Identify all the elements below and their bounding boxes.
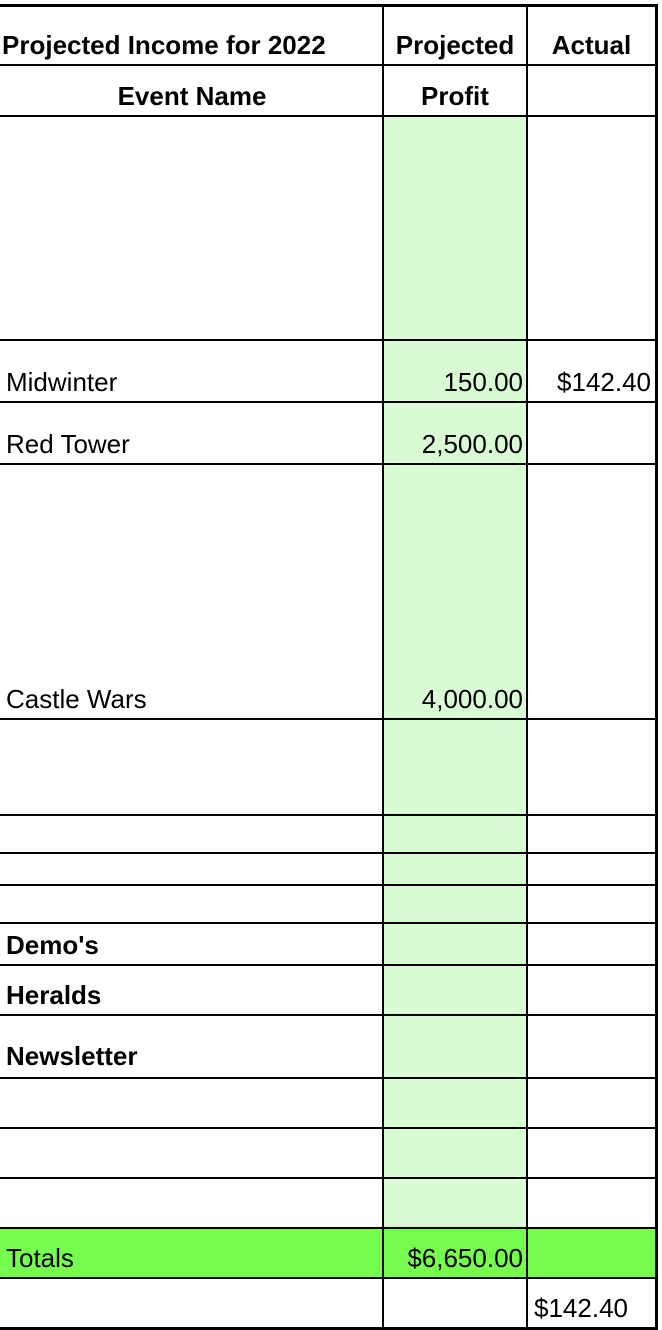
actual-cell[interactable] — [526, 816, 655, 852]
projected-cell[interactable] — [382, 924, 526, 964]
projected-cell[interactable] — [382, 966, 526, 1014]
projected-cell[interactable] — [382, 720, 526, 814]
event-cell[interactable]: Heralds — [6, 980, 102, 1010]
projected-cell[interactable] — [382, 1179, 526, 1227]
event-cell[interactable] — [0, 1079, 382, 1127]
projected-cell[interactable] — [382, 1129, 526, 1177]
actual-cell[interactable] — [526, 886, 655, 922]
income-spreadsheet: Projected Income for 2022 Projected Actu… — [0, 4, 658, 1330]
actual-cell[interactable] — [526, 720, 655, 814]
table-row: Castle Wars 4,000.00 — [0, 465, 655, 720]
projected-cell[interactable] — [382, 117, 526, 339]
footer-row: $142.40 — [0, 1279, 655, 1327]
actual-cell[interactable] — [526, 1016, 655, 1077]
actual-cell[interactable] — [526, 966, 655, 1014]
footer-empty-cell[interactable] — [0, 1279, 382, 1327]
event-name-header-cell[interactable]: Event Name — [0, 66, 382, 115]
table-row — [0, 720, 655, 816]
actual-cell[interactable]: $142.40 — [526, 341, 655, 401]
actual-cell[interactable] — [526, 1179, 655, 1227]
table-row — [0, 1129, 655, 1179]
footer-projected-cell[interactable] — [382, 1279, 526, 1327]
projected-cell[interactable] — [382, 1016, 526, 1077]
table-row — [0, 117, 655, 341]
table-row: Red Tower 2,500.00 — [0, 403, 655, 465]
projected-cell[interactable]: 150.00 — [382, 341, 526, 401]
projected-cell[interactable] — [382, 854, 526, 884]
actual-cell[interactable] — [526, 403, 655, 463]
table-row — [0, 816, 655, 854]
projected-cell[interactable]: 4,000.00 — [382, 465, 526, 718]
projected-cell[interactable] — [382, 886, 526, 922]
actual-cell[interactable] — [526, 1079, 655, 1127]
projected-cell[interactable] — [382, 816, 526, 852]
event-cell[interactable]: Red Tower — [6, 429, 130, 459]
table-row: Demo's — [0, 924, 655, 966]
actual-header-cell-2[interactable] — [526, 66, 655, 115]
actual-cell[interactable] — [526, 854, 655, 884]
actual-cell[interactable] — [526, 1129, 655, 1177]
actual-total-cell[interactable]: $142.40 — [526, 1279, 655, 1327]
projected-cell[interactable] — [382, 1079, 526, 1127]
table-row — [0, 1179, 655, 1229]
event-cell[interactable] — [0, 720, 382, 814]
event-cell[interactable] — [0, 117, 382, 339]
totals-label-cell[interactable]: Totals — [0, 1229, 382, 1277]
event-cell[interactable] — [0, 1179, 382, 1227]
table-row — [0, 886, 655, 924]
totals-actual-cell[interactable] — [526, 1229, 655, 1277]
event-cell[interactable]: Newsletter — [6, 1041, 138, 1071]
event-cell[interactable] — [0, 886, 382, 922]
actual-header-cell[interactable]: Actual — [526, 7, 655, 64]
table-row: Heralds — [0, 966, 655, 1016]
actual-cell[interactable] — [526, 924, 655, 964]
table-row — [0, 1079, 655, 1129]
projected-cell[interactable]: 2,500.00 — [382, 403, 526, 463]
header-row-1: Projected Income for 2022 Projected Actu… — [0, 7, 655, 66]
totals-projected-cell[interactable]: $6,650.00 — [382, 1229, 526, 1277]
table-row: Newsletter — [0, 1016, 655, 1079]
event-cell[interactable] — [0, 1129, 382, 1177]
actual-cell[interactable] — [526, 117, 655, 339]
projected-header-cell[interactable]: Projected — [382, 7, 526, 64]
event-cell[interactable]: Castle Wars — [6, 684, 147, 714]
profit-header-cell[interactable]: Profit — [382, 66, 526, 115]
event-cell[interactable]: Midwinter — [6, 367, 118, 397]
table-row: Midwinter 150.00 $142.40 — [0, 341, 655, 403]
title-cell[interactable]: Projected Income for 2022 — [0, 7, 382, 64]
event-cell[interactable]: Demo's — [6, 930, 99, 960]
event-cell[interactable] — [0, 816, 382, 852]
header-row-2: Event Name Profit — [0, 66, 655, 117]
totals-row: Totals $6,650.00 — [0, 1229, 655, 1279]
table-row — [0, 854, 655, 886]
actual-cell[interactable] — [526, 465, 655, 718]
event-cell[interactable] — [0, 854, 382, 884]
